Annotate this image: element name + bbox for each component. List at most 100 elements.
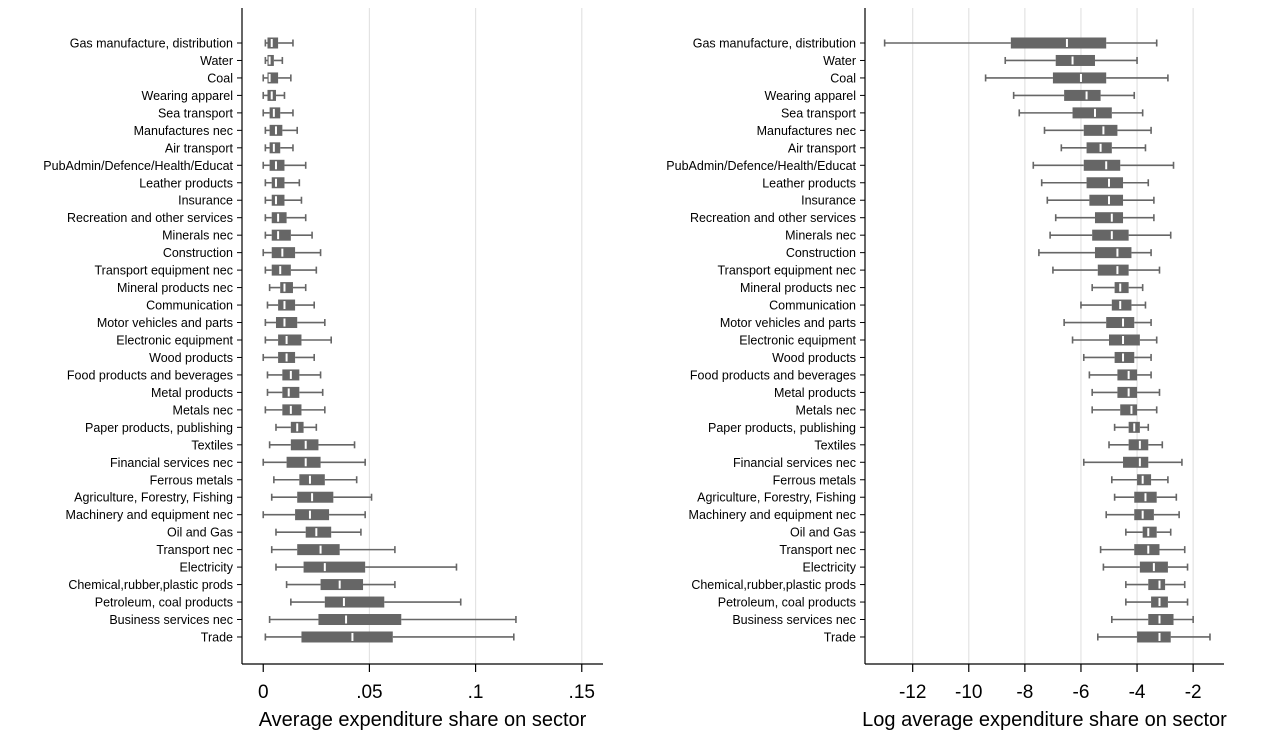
category-label: Oil and Gas: [790, 526, 856, 540]
category-label: Coal: [207, 71, 233, 85]
x-tick-label: .05: [356, 682, 382, 703]
category-label: Metal products: [151, 386, 233, 400]
box-iqr: [271, 264, 291, 276]
box-iqr: [269, 107, 281, 119]
category-label: Food products and beverages: [690, 368, 856, 382]
category-label: Insurance: [801, 194, 856, 208]
category-label: Trade: [201, 630, 233, 644]
category-label: Petroleum, coal products: [718, 596, 856, 610]
box-iqr: [282, 404, 302, 416]
panel-average-share: 0 .05 .1 .15 Average expenditure share on se…: [43, 8, 603, 731]
category-label: Motor vehicles and parts: [97, 316, 233, 330]
category-label: Leather products: [762, 176, 856, 190]
box-iqr: [1086, 142, 1112, 154]
box-iqr: [1117, 386, 1138, 398]
category-label: PubAdmin/Defence/Health/Educat: [43, 159, 233, 173]
box-iqr: [299, 474, 325, 486]
box-iqr: [295, 509, 330, 521]
category-label: Recreation and other services: [690, 211, 856, 225]
category-label: Ferrous metals: [150, 473, 233, 487]
box-iqr: [278, 334, 302, 346]
category-label: Insurance: [178, 194, 233, 208]
category-label: Water: [823, 54, 856, 68]
box-iqr: [303, 561, 366, 573]
box-iqr: [297, 491, 334, 503]
box-iqr: [1094, 212, 1124, 224]
x-tick-label: -2: [1185, 682, 1202, 703]
category-label: Mineral products nec: [740, 281, 856, 295]
box-iqr: [1083, 159, 1121, 171]
category-label: Textiles: [814, 438, 856, 452]
box-iqr: [1134, 544, 1160, 556]
category-label: Machinery and equipment nec: [66, 508, 233, 522]
category-label: Air transport: [788, 141, 857, 155]
x-tick-label: .1: [468, 682, 484, 703]
category-label: Wood products: [772, 351, 856, 365]
box-iqr: [271, 194, 285, 206]
box-iqr: [1128, 439, 1149, 451]
box-iqr: [1120, 404, 1138, 416]
category-label: Manufactures nec: [134, 124, 233, 138]
category-label: Recreation and other services: [67, 211, 233, 225]
box-iqr: [267, 54, 274, 66]
category-label: Petroleum, coal products: [95, 596, 233, 610]
box-iqr: [324, 596, 385, 608]
category-label: Chemical,rubber,plastic prods: [68, 578, 233, 592]
category-label: Air transport: [165, 141, 234, 155]
x-axis-title: Average expenditure share on sector: [259, 709, 587, 731]
category-label: Financial services nec: [110, 456, 233, 470]
panel-log-average-share: -12 -10 -8 -6 -4 -2 Log average expenditure sh…: [666, 8, 1227, 731]
x-tick-label: -10: [955, 682, 982, 703]
box-iqr: [275, 317, 298, 329]
category-label: Textiles: [191, 438, 233, 452]
box-iqr: [1083, 124, 1118, 136]
box-iqr: [1092, 229, 1129, 241]
box-iqr: [1109, 334, 1140, 346]
box-iqr: [1148, 579, 1166, 591]
category-label: Metal products: [774, 386, 856, 400]
box-iqr: [1097, 264, 1129, 276]
box-iqr: [301, 631, 393, 643]
category-label: Machinery and equipment nec: [689, 508, 856, 522]
box-iqr: [271, 229, 291, 241]
category-label: Minerals nec: [162, 229, 233, 243]
box-iqr: [1117, 369, 1138, 381]
box-iqr: [267, 37, 279, 49]
box-iqr: [278, 299, 296, 311]
x-tick-label: -4: [1129, 682, 1146, 703]
category-label: Communication: [146, 299, 233, 313]
box-iqr: [1086, 177, 1124, 189]
category-label: Gas manufacture, distribution: [693, 37, 856, 51]
box-iqr: [271, 212, 287, 224]
category-label: Leather products: [139, 176, 233, 190]
box-iqr: [1142, 526, 1157, 538]
category-label: Electricity: [180, 561, 234, 575]
category-label: Transport nec: [779, 543, 856, 557]
category-label: Manufactures nec: [757, 124, 856, 138]
box-iqr: [305, 526, 332, 538]
category-label: Construction: [786, 246, 856, 260]
category-label: Construction: [163, 246, 233, 260]
box-iqr: [1089, 194, 1124, 206]
box-iqr: [320, 579, 364, 591]
category-label: Chemical,rubber,plastic prods: [691, 578, 856, 592]
box-iqr: [267, 72, 279, 84]
x-tick-label: .15: [569, 682, 595, 703]
box-iqr: [1072, 107, 1112, 119]
box-iqr: [1114, 351, 1135, 363]
category-label: Ferrous metals: [773, 473, 856, 487]
box-iqr: [280, 282, 293, 294]
category-label: Wood products: [149, 351, 233, 365]
category-label: Oil and Gas: [167, 526, 233, 540]
box-iqr: [1010, 37, 1107, 49]
box-iqr: [1064, 89, 1101, 101]
box-iqr: [1094, 247, 1132, 259]
box-iqr: [269, 159, 285, 171]
box-iqr: [1123, 456, 1149, 468]
box-iqr: [1114, 282, 1129, 294]
box-iqr: [1111, 299, 1132, 311]
category-label: Coal: [830, 71, 856, 85]
category-label: Financial services nec: [733, 456, 856, 470]
category-label: Paper products, publishing: [85, 421, 233, 435]
